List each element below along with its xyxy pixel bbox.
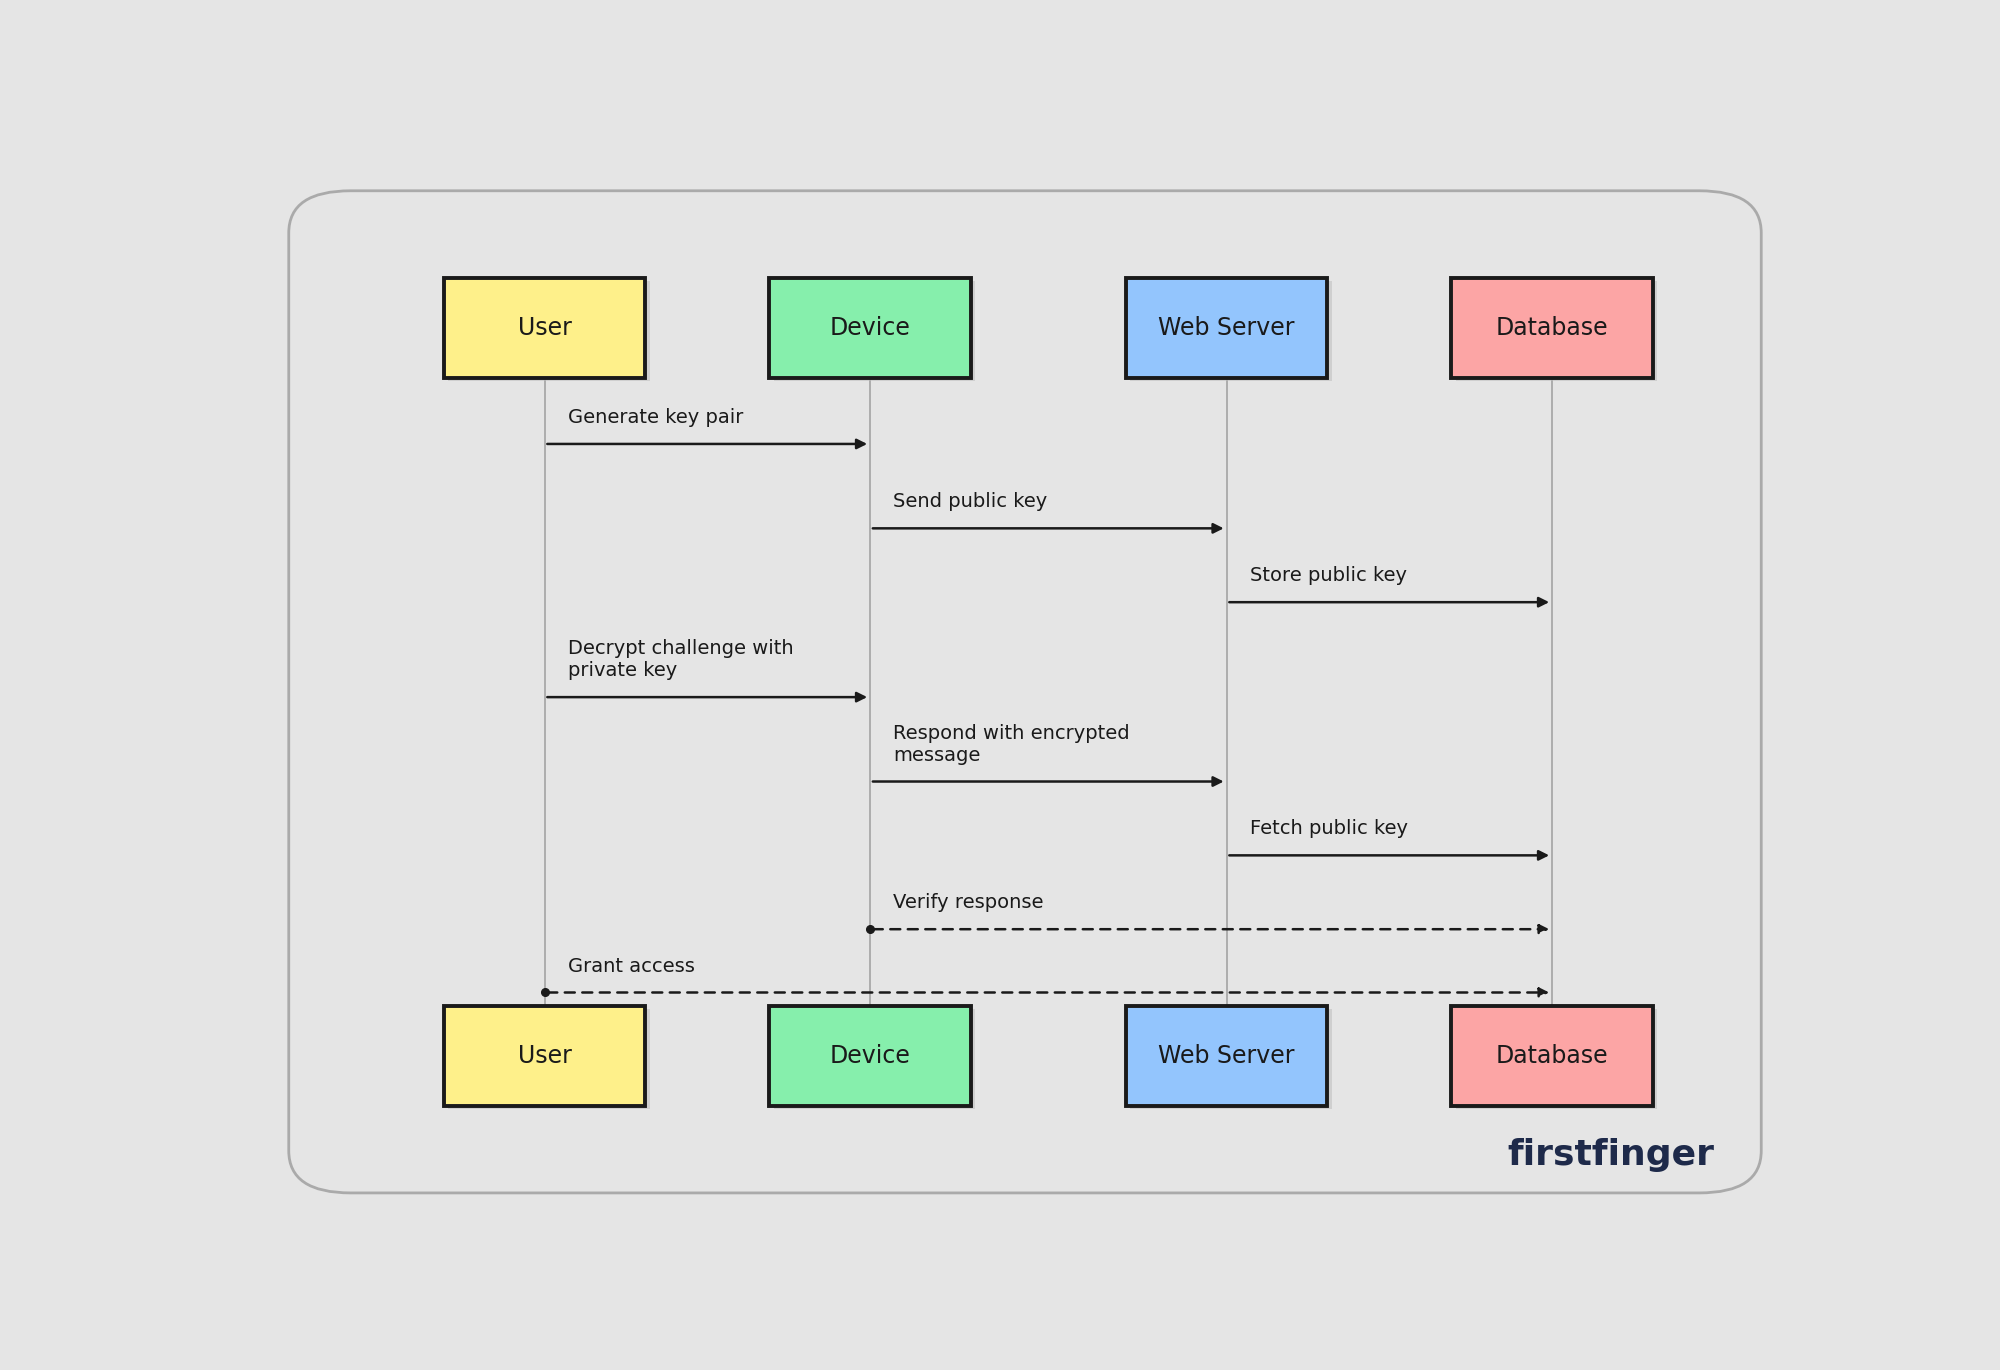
Text: firstfinger: firstfinger (1508, 1138, 1714, 1171)
Text: Generate key pair: Generate key pair (568, 408, 744, 427)
Text: User: User (518, 316, 572, 340)
Text: Decrypt challenge with
private key: Decrypt challenge with private key (568, 640, 794, 681)
Text: Verify response: Verify response (894, 893, 1044, 912)
Text: Web Server: Web Server (1158, 1044, 1294, 1067)
Text: Device: Device (830, 316, 910, 340)
Text: Web Server: Web Server (1158, 316, 1294, 340)
FancyBboxPatch shape (774, 281, 976, 381)
Text: Grant access: Grant access (568, 956, 694, 975)
FancyBboxPatch shape (444, 278, 646, 378)
FancyBboxPatch shape (770, 278, 970, 378)
Text: Store public key: Store public key (1250, 566, 1406, 585)
Text: Database: Database (1496, 1044, 1608, 1067)
FancyBboxPatch shape (770, 1006, 970, 1106)
FancyBboxPatch shape (448, 281, 650, 381)
FancyBboxPatch shape (1452, 278, 1652, 378)
FancyBboxPatch shape (1452, 1006, 1652, 1106)
Text: Send public key: Send public key (894, 492, 1048, 511)
Text: Device: Device (830, 1044, 910, 1067)
FancyBboxPatch shape (1456, 1008, 1658, 1110)
FancyBboxPatch shape (774, 1008, 976, 1110)
Text: Respond with encrypted
message: Respond with encrypted message (894, 723, 1130, 764)
FancyBboxPatch shape (444, 1006, 646, 1106)
FancyBboxPatch shape (1126, 1006, 1328, 1106)
FancyBboxPatch shape (1456, 281, 1658, 381)
FancyBboxPatch shape (1126, 278, 1328, 378)
Text: User: User (518, 1044, 572, 1067)
FancyBboxPatch shape (288, 190, 1762, 1193)
FancyBboxPatch shape (448, 1008, 650, 1110)
FancyBboxPatch shape (1130, 281, 1332, 381)
FancyBboxPatch shape (1130, 1008, 1332, 1110)
Text: Fetch public key: Fetch public key (1250, 819, 1408, 838)
Text: Database: Database (1496, 316, 1608, 340)
